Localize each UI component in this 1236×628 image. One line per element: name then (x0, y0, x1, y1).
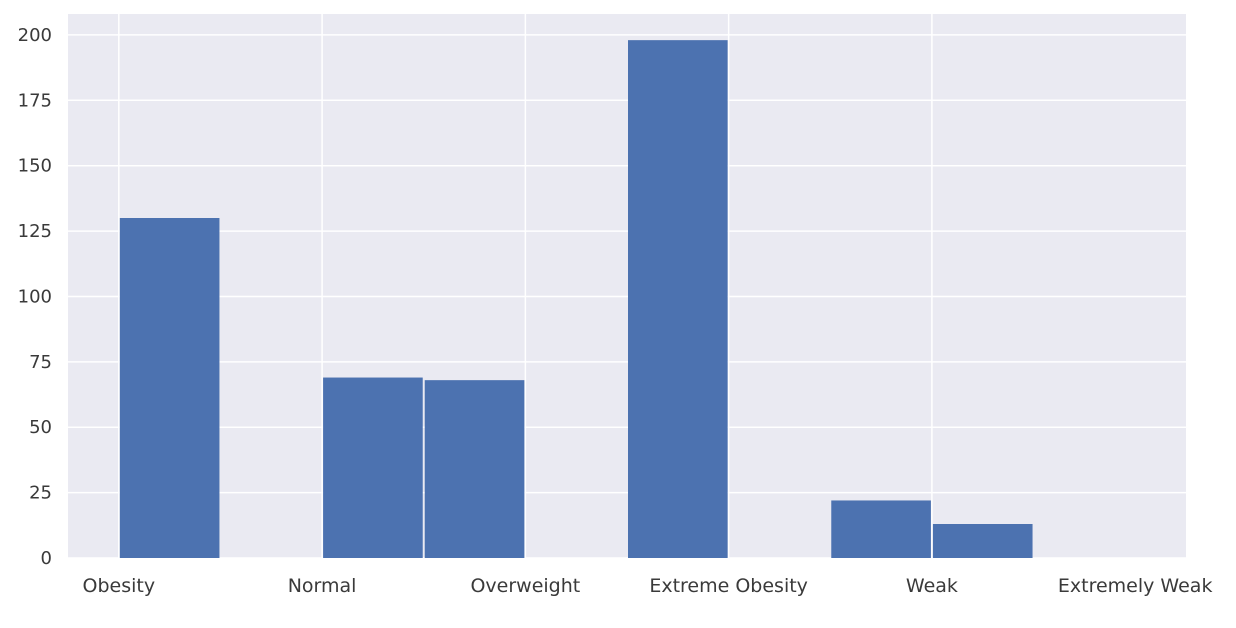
x-category-label: Obesity (83, 575, 156, 597)
histogram-bar (424, 380, 525, 558)
y-axis-tick-labels: 0 25 50 75 100 125 150 175 200 (18, 25, 52, 569)
y-tick-label: 75 (29, 352, 52, 373)
x-category-label: Overweight (470, 575, 580, 597)
y-tick-label: 25 (29, 483, 52, 504)
y-tick-label: 150 (18, 156, 52, 177)
y-tick-label: 200 (18, 25, 52, 46)
y-tick-label: 0 (41, 548, 52, 569)
y-tick-label: 175 (18, 90, 52, 111)
bars (119, 40, 1033, 558)
y-tick-label: 125 (18, 221, 52, 242)
x-category-label: Weak (906, 575, 958, 597)
y-tick-label: 50 (29, 417, 52, 438)
histogram-bar (932, 524, 1033, 558)
horizontal-gridlines (68, 34, 1186, 559)
histogram-bar (628, 40, 728, 558)
histogram-bar (323, 377, 423, 558)
x-category-label: Extreme Obesity (649, 575, 808, 597)
histogram-bar (831, 500, 931, 558)
x-axis-category-labels: Obesity Normal Overweight Extreme Obesity We… (83, 575, 1213, 597)
x-category-label: Normal (288, 575, 357, 597)
plot-area-background (68, 14, 1186, 558)
y-tick-label: 100 (18, 286, 52, 307)
histogram-bar (119, 218, 220, 558)
vertical-gridlines (118, 14, 933, 558)
x-category-label: Extremely Weak (1058, 575, 1213, 597)
